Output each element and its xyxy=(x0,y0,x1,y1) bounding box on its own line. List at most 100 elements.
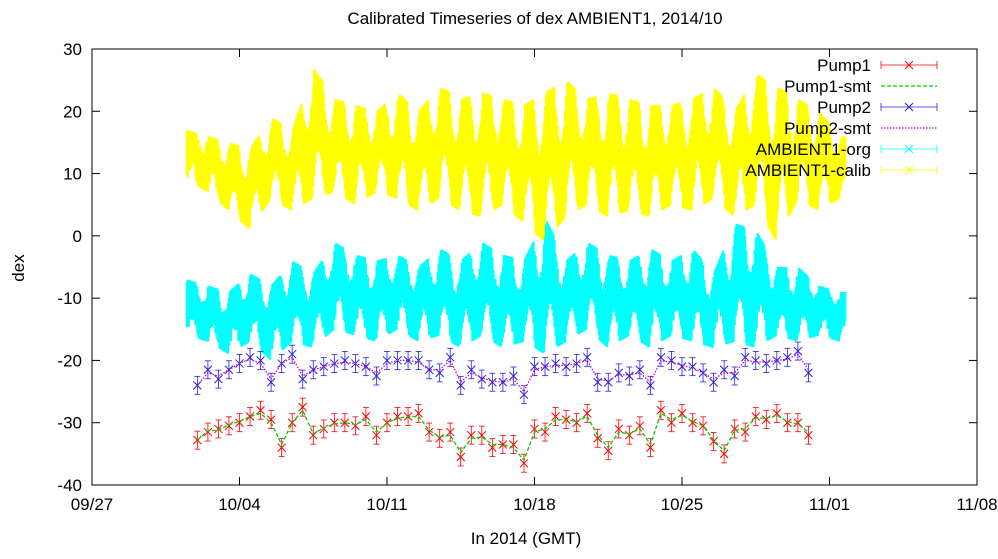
data-point xyxy=(287,344,297,364)
point-marker xyxy=(498,377,508,387)
data-point xyxy=(456,375,466,395)
data-point xyxy=(740,347,750,367)
point-marker xyxy=(245,412,255,421)
legend-item: Pump1-smt xyxy=(784,77,937,96)
data-point xyxy=(488,372,497,392)
point-marker xyxy=(751,356,761,365)
data-point xyxy=(719,360,729,380)
legend-label: AMBIENT1-org xyxy=(756,140,871,159)
data-point xyxy=(477,369,487,389)
point-marker xyxy=(561,362,571,372)
point-marker xyxy=(740,352,750,362)
data-point xyxy=(329,413,339,433)
data-point xyxy=(719,444,729,464)
data-point xyxy=(193,375,202,395)
point-marker xyxy=(667,418,676,428)
ambient1-calib-band xyxy=(185,69,847,241)
point-marker xyxy=(667,356,676,365)
x-tick-label: 10/11 xyxy=(366,495,407,514)
data-point xyxy=(614,419,624,439)
point-marker xyxy=(519,390,529,400)
y-tick-label: 20 xyxy=(63,102,82,121)
x-tick-label: 09/27 xyxy=(71,495,114,514)
point-marker xyxy=(456,452,466,462)
data-point xyxy=(435,363,445,383)
data-point xyxy=(414,403,423,423)
point-marker xyxy=(677,362,687,372)
point-marker xyxy=(466,365,476,375)
data-point xyxy=(709,431,718,451)
data-point xyxy=(730,419,740,439)
point-marker xyxy=(614,368,624,378)
data-point xyxy=(245,407,255,426)
point-marker xyxy=(414,356,423,365)
point-marker xyxy=(445,352,455,362)
data-point xyxy=(677,357,687,377)
ambient1-org-band xyxy=(185,221,847,360)
legend-label: Pump2-smt xyxy=(784,119,871,138)
data-layer xyxy=(185,69,847,473)
legend-item: Pump2-smt xyxy=(784,119,937,138)
data-point xyxy=(709,372,718,392)
point-marker xyxy=(214,374,223,384)
data-point xyxy=(203,422,213,442)
point-marker xyxy=(287,349,297,359)
data-point xyxy=(477,425,487,445)
legend-marker xyxy=(904,60,914,70)
point-marker xyxy=(793,346,803,356)
data-point xyxy=(256,351,265,370)
point-marker xyxy=(656,405,666,415)
data-point xyxy=(635,360,645,380)
data-point xyxy=(561,357,571,377)
point-marker xyxy=(646,443,655,452)
point-marker xyxy=(456,380,466,390)
legend-marker xyxy=(904,102,914,112)
data-point xyxy=(351,416,360,436)
y-tick-label: 0 xyxy=(73,227,82,246)
ticks-layer: -40 -30 -20 -10 0 10 20 30 09/27 10/04 10/11 10/18 1… xyxy=(57,40,997,514)
data-point xyxy=(424,422,434,442)
series-pump1-smt xyxy=(196,409,809,462)
data-point xyxy=(530,357,539,377)
point-marker xyxy=(519,458,529,468)
data-point xyxy=(361,407,371,426)
legend-item: Pump1 xyxy=(817,56,938,75)
data-point xyxy=(656,347,666,367)
data-point xyxy=(804,425,813,445)
data-point xyxy=(667,413,676,433)
data-point xyxy=(245,347,255,367)
pump1-smt-line xyxy=(196,409,809,462)
point-marker xyxy=(730,371,740,381)
point-marker xyxy=(424,365,434,375)
series-pump2-smt xyxy=(196,353,809,393)
data-point xyxy=(530,419,539,439)
data-point xyxy=(445,347,455,367)
point-marker xyxy=(646,380,655,390)
data-point xyxy=(372,425,381,445)
data-point xyxy=(624,425,634,445)
data-point xyxy=(593,372,603,392)
point-marker xyxy=(498,440,508,449)
point-marker xyxy=(256,405,265,415)
point-marker xyxy=(372,430,381,440)
legend-marker xyxy=(904,165,914,175)
data-point xyxy=(435,428,445,448)
point-marker xyxy=(340,418,350,428)
data-point xyxy=(393,407,402,426)
data-point xyxy=(361,357,371,377)
data-point xyxy=(635,416,645,436)
data-point xyxy=(340,413,350,433)
data-point xyxy=(582,347,592,367)
point-marker xyxy=(603,377,613,387)
data-point xyxy=(298,369,308,389)
series-pump2 xyxy=(193,341,813,405)
data-point xyxy=(572,413,581,433)
point-marker xyxy=(804,368,813,378)
data-point xyxy=(603,372,613,392)
point-marker xyxy=(624,430,634,440)
data-point xyxy=(256,400,265,420)
legend-item: AMBIENT1-org xyxy=(756,140,938,159)
data-point xyxy=(445,422,455,442)
data-point xyxy=(551,407,560,426)
